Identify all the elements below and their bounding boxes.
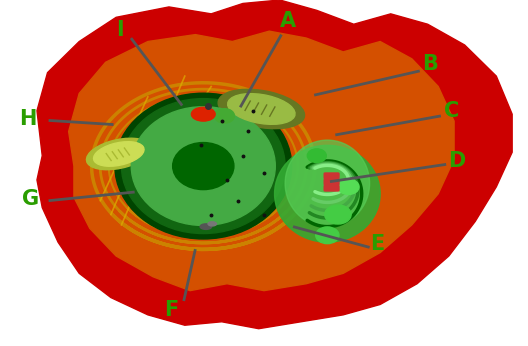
Ellipse shape: [275, 145, 380, 242]
Ellipse shape: [325, 205, 351, 224]
FancyBboxPatch shape: [324, 185, 339, 191]
Text: B: B: [422, 54, 438, 74]
FancyBboxPatch shape: [324, 173, 339, 179]
Text: E: E: [371, 234, 384, 254]
Ellipse shape: [228, 94, 295, 124]
Text: F: F: [165, 300, 178, 320]
Text: H: H: [19, 109, 36, 129]
Ellipse shape: [87, 138, 151, 170]
Text: A: A: [280, 11, 296, 31]
Ellipse shape: [131, 107, 275, 226]
Ellipse shape: [93, 142, 144, 166]
Ellipse shape: [285, 140, 370, 227]
Ellipse shape: [307, 149, 326, 163]
Text: I: I: [117, 20, 124, 40]
Ellipse shape: [200, 224, 212, 229]
Polygon shape: [37, 0, 512, 329]
Ellipse shape: [192, 107, 215, 121]
Ellipse shape: [214, 109, 234, 123]
Ellipse shape: [208, 222, 216, 226]
Text: D: D: [448, 151, 465, 171]
Ellipse shape: [316, 227, 339, 244]
Ellipse shape: [121, 99, 285, 234]
Ellipse shape: [115, 93, 291, 239]
Text: C: C: [444, 101, 459, 121]
Polygon shape: [69, 31, 454, 291]
Text: G: G: [22, 189, 39, 209]
Ellipse shape: [173, 143, 234, 190]
Ellipse shape: [218, 89, 305, 129]
FancyBboxPatch shape: [324, 179, 339, 185]
Ellipse shape: [338, 179, 359, 194]
